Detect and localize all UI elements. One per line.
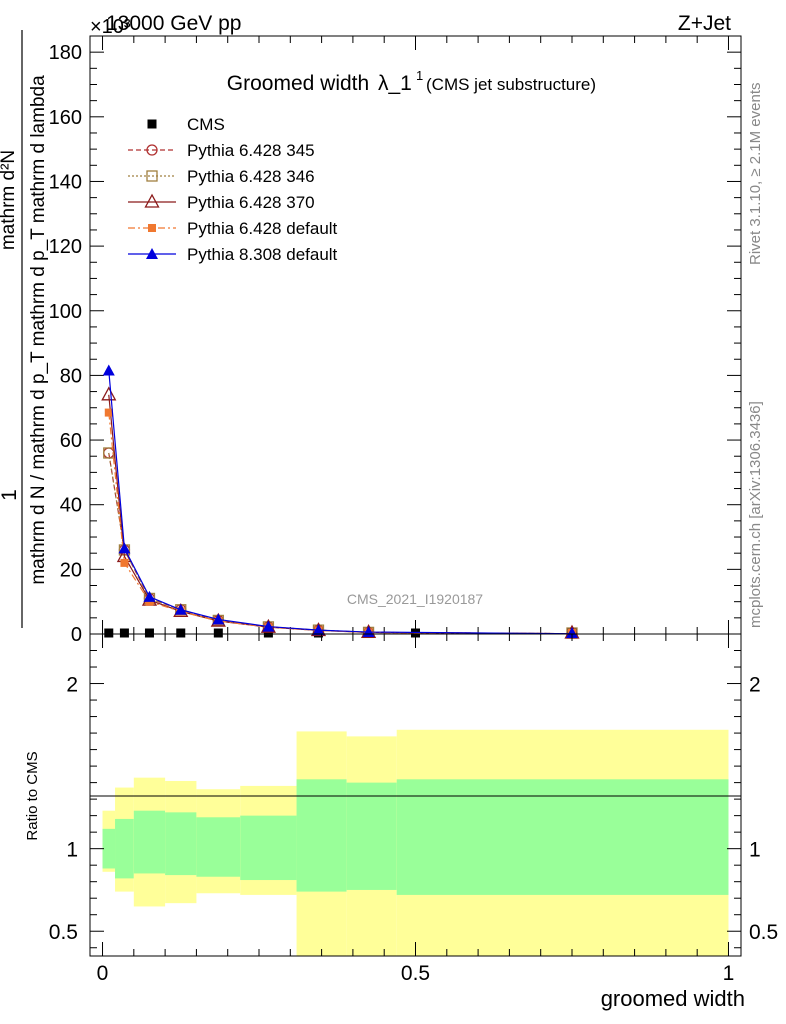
y-tick-label: 80 xyxy=(60,365,82,387)
ratio-band-inner xyxy=(102,828,116,869)
legend-item-p8def: Pythia 8.308 default xyxy=(128,245,338,264)
ratio-band-inner xyxy=(196,817,241,877)
legend-item-p370: Pythia 6.428 370 xyxy=(128,193,315,212)
series-line-p6def xyxy=(108,412,572,635)
data-point-p6def xyxy=(104,408,113,417)
data-point-p6def xyxy=(120,558,129,567)
data-point-p370 xyxy=(101,386,117,401)
ratio-y-tick-label-right: 0.5 xyxy=(749,921,778,944)
y-axis-label-numerator: mathrm d²N xyxy=(0,150,19,250)
y-tick-label: 120 xyxy=(49,236,82,258)
legend: CMS Pythia 6.428 345 Pythia 6.428 346 Pythi… xyxy=(128,115,338,264)
exponent-label: ×10³ xyxy=(90,16,131,38)
legend-marker xyxy=(147,119,157,129)
data-point-p8def xyxy=(565,627,578,638)
legend-item-p346: Pythia 6.428 346 xyxy=(128,167,315,186)
data-point-cms xyxy=(176,628,186,638)
y-tick-label: 100 xyxy=(49,301,82,323)
data-point-p8def xyxy=(212,613,225,625)
y-tick-label: 140 xyxy=(49,171,82,193)
ratio-plot-ticks: 0.5 0.5 1 1 2 2 0 0.5 1 xyxy=(49,634,778,985)
legend-label: Pythia 6.428 346 xyxy=(187,167,315,186)
legend-label: Pythia 8.308 default xyxy=(187,245,338,264)
data-point-cms xyxy=(119,628,129,638)
series-p6def xyxy=(104,408,576,637)
legend-label: Pythia 6.428 default xyxy=(187,219,338,238)
y-axis-label-top: 1 xyxy=(0,489,21,501)
ratio-band-inner xyxy=(346,782,397,890)
data-point-p8def xyxy=(262,620,275,632)
legend-label: Pythia 6.428 370 xyxy=(187,193,315,212)
data-point-p8def xyxy=(143,590,156,602)
plot-title-note: (CMS jet substructure) xyxy=(426,75,596,94)
main-plot: 0 20 40 60 80 100 120 140 160 180 Groomed width λ… xyxy=(0,30,742,646)
ratio-band-inner xyxy=(115,818,134,879)
ratio-y-tick-label-right: 1 xyxy=(749,839,761,862)
ratio-band-inner xyxy=(133,810,166,874)
ratio-plot: 0.5 0.5 1 1 2 2 0 0.5 1 Ratio to CMS groomed wid… xyxy=(24,633,778,1011)
y-axis-label-denominator: mathrm d N / mathrm d p_T mathrm d p_T m… xyxy=(28,75,49,585)
y-tick-label: 40 xyxy=(60,495,82,517)
plot-title-sup: 1 xyxy=(416,68,423,83)
x-tick-label: 0 xyxy=(97,962,109,985)
ratio-y-tick-label-right: 2 xyxy=(749,674,761,697)
main-plot-series xyxy=(101,364,580,639)
ratio-band-inner xyxy=(240,815,297,881)
x-tick-label: 0.5 xyxy=(401,962,430,985)
y-tick-label: 180 xyxy=(49,42,82,64)
ratio-bands xyxy=(102,729,729,956)
legend-label: CMS xyxy=(187,115,225,134)
series-line-p345 xyxy=(108,452,572,635)
ratio-y-tick-label: 0.5 xyxy=(49,921,78,944)
mcplots-label: mcplots.cern.ch [arXiv:1306.3436] xyxy=(747,401,764,628)
data-point-p8def xyxy=(174,603,187,615)
header-left: 13000 GeV pp xyxy=(106,12,241,35)
legend-marker xyxy=(146,144,158,156)
series-p370 xyxy=(101,386,580,639)
data-point-cms xyxy=(104,628,114,638)
legend-marker xyxy=(146,248,158,259)
x-axis-label: groomed width xyxy=(601,986,745,1011)
series-p8def xyxy=(102,364,578,638)
legend-marker xyxy=(144,193,160,208)
header-right: Z+Jet xyxy=(678,12,731,35)
main-plot-ticks: 0 20 40 60 80 100 120 140 160 180 xyxy=(49,35,741,646)
plot-title-main: Groomed width xyxy=(227,72,369,95)
data-point-p8def xyxy=(102,364,115,376)
ratio-band-inner xyxy=(165,812,197,876)
ratio-y-tick-label: 1 xyxy=(66,839,78,862)
series-line-p8def xyxy=(108,370,572,635)
y-tick-label: 0 xyxy=(71,624,82,646)
ratio-y-axis-label: Ratio to CMS xyxy=(24,751,41,840)
data-point-cms xyxy=(144,628,154,638)
data-point-p8def xyxy=(312,624,325,636)
data-point-cms xyxy=(213,628,223,638)
x-tick-label: 1 xyxy=(723,962,735,985)
plot-title-symbol: λ_1 xyxy=(378,72,412,95)
legend-label: Pythia 6.428 345 xyxy=(187,141,315,160)
legend-item-p345: Pythia 6.428 345 xyxy=(128,141,315,160)
y-tick-label: 20 xyxy=(60,559,82,581)
series-line-p370 xyxy=(108,394,572,635)
legend-marker xyxy=(148,224,156,232)
watermark: CMS_2021_I1920187 xyxy=(347,591,483,607)
y-tick-label: 60 xyxy=(60,430,82,452)
rivet-label: Rivet 3.1.10, ≥ 2.1M events xyxy=(747,83,764,266)
ratio-band-inner xyxy=(396,779,729,895)
ratio-y-tick-label: 2 xyxy=(66,674,78,697)
data-point-p8def xyxy=(118,542,131,554)
data-point-p346 xyxy=(103,447,115,459)
legend-item-p6def: Pythia 6.428 default xyxy=(128,219,338,238)
ratio-band-inner xyxy=(296,779,347,892)
legend-item-cms: CMS xyxy=(147,115,225,134)
data-point-cms xyxy=(263,628,273,638)
legend-marker xyxy=(146,170,158,182)
y-tick-label: 160 xyxy=(49,107,82,129)
series-line-p346 xyxy=(108,452,572,635)
